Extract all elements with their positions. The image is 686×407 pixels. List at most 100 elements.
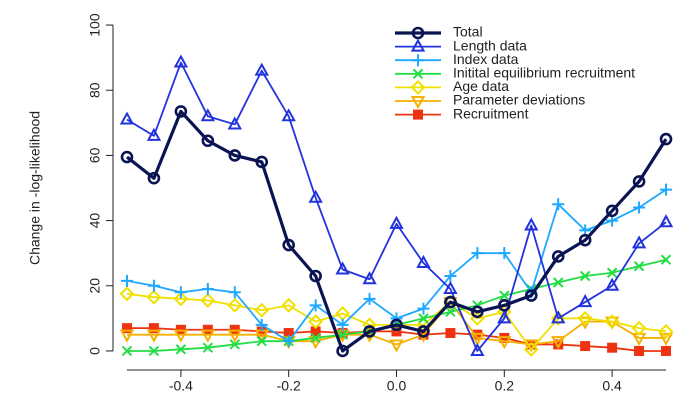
marker [605, 204, 619, 218]
marker [524, 289, 538, 302]
marker [309, 299, 322, 312]
marker [173, 291, 189, 307]
marker [254, 62, 269, 76]
marker [121, 345, 133, 357]
marker [146, 289, 162, 305]
x-tick-label: 0.4 [602, 378, 622, 394]
marker [254, 302, 270, 318]
marker [362, 271, 377, 285]
marker [119, 329, 135, 343]
marker [498, 247, 511, 260]
marker [227, 329, 242, 343]
marker [120, 150, 134, 164]
y-tick-label: 40 [87, 213, 103, 229]
marker [282, 335, 295, 348]
marker [119, 286, 135, 302]
legend-marker [413, 109, 423, 120]
marker [604, 277, 620, 291]
marker [577, 310, 593, 326]
x-tick-label: 0.0 [387, 378, 407, 394]
marker [336, 318, 349, 331]
marker [146, 329, 162, 343]
marker [471, 247, 484, 260]
marker [173, 54, 189, 68]
marker [147, 279, 160, 292]
x-tick-label: -0.4 [169, 378, 193, 394]
y-tick-label: 80 [87, 82, 103, 98]
marker [363, 292, 376, 305]
marker [175, 344, 187, 355]
marker [497, 336, 512, 350]
y-axis-label: Change in -log-likelihood [27, 111, 43, 265]
marker [632, 175, 646, 188]
marker [200, 293, 216, 308]
marker [121, 323, 132, 334]
marker [418, 313, 429, 324]
marker [390, 318, 403, 332]
marker [551, 336, 566, 350]
legend-marker [410, 38, 426, 52]
marker [227, 297, 243, 313]
legend-label: Age data [453, 78, 509, 94]
marker [631, 320, 647, 336]
marker [443, 280, 458, 295]
marker [631, 235, 647, 249]
marker [200, 108, 216, 122]
marker [497, 310, 512, 324]
marker [174, 105, 188, 118]
marker [363, 325, 376, 338]
series-line [126, 61, 667, 352]
marker [417, 325, 430, 338]
marker [200, 329, 216, 343]
marker [308, 189, 323, 203]
marker [148, 323, 159, 334]
legend-marker [410, 96, 426, 110]
marker [660, 183, 673, 196]
y-tick-label: 60 [87, 147, 103, 163]
marker [389, 215, 404, 229]
marker [523, 341, 539, 357]
marker [471, 305, 484, 319]
marker [551, 250, 565, 263]
marker [201, 134, 215, 148]
marker [228, 149, 242, 162]
marker [148, 345, 160, 357]
legend-marker [412, 68, 424, 80]
marker [661, 345, 672, 356]
legend-marker [411, 26, 425, 40]
marker [470, 332, 485, 347]
marker [173, 329, 189, 343]
marker [579, 270, 591, 282]
marker [308, 314, 324, 330]
marker [659, 132, 673, 146]
marker [255, 318, 268, 331]
marker [499, 290, 510, 301]
marker [335, 261, 350, 275]
marker [658, 332, 674, 347]
marker [551, 310, 566, 324]
legend-marker [410, 79, 426, 95]
marker [604, 314, 620, 330]
marker [444, 270, 457, 282]
marker [337, 329, 348, 340]
legend-label: Total [453, 24, 483, 40]
series-line [125, 109, 668, 353]
marker [336, 344, 349, 358]
legend-label: Length data [453, 37, 527, 53]
marker [658, 323, 674, 339]
marker [119, 111, 135, 125]
marker [309, 269, 322, 283]
marker [282, 238, 295, 252]
legend-label: Recruitment [453, 105, 529, 121]
marker [390, 312, 403, 325]
marker [147, 171, 161, 185]
y-tick-label: 100 [87, 13, 103, 37]
marker [120, 274, 133, 287]
marker [227, 116, 242, 130]
marker [202, 342, 214, 353]
marker [228, 286, 241, 299]
marker [580, 341, 591, 352]
marker [174, 286, 187, 299]
marker [256, 335, 267, 347]
